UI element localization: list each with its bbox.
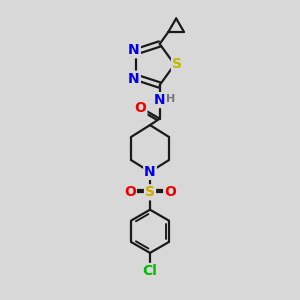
Text: Cl: Cl <box>142 264 158 278</box>
Text: H: H <box>166 94 175 104</box>
Text: O: O <box>164 185 176 199</box>
Text: O: O <box>124 185 136 199</box>
Text: N: N <box>154 93 166 107</box>
Text: S: S <box>172 58 182 71</box>
Text: N: N <box>128 72 140 86</box>
Text: O: O <box>134 101 146 115</box>
Text: N: N <box>144 165 156 179</box>
Text: N: N <box>128 43 140 57</box>
Text: S: S <box>145 185 155 199</box>
